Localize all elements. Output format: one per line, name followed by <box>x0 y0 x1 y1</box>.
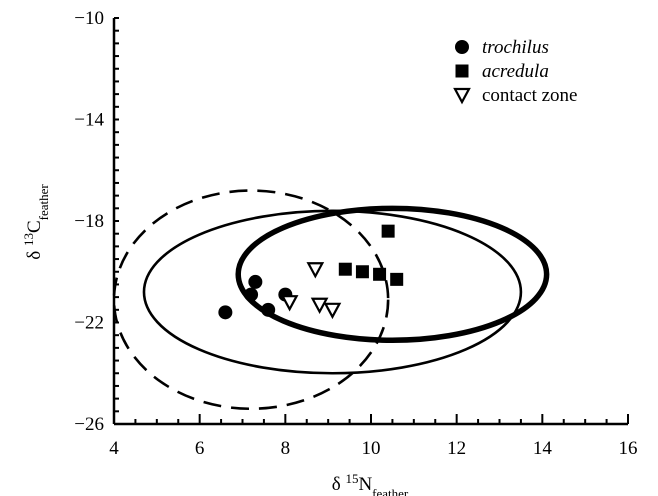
point-contact-zone <box>310 297 329 315</box>
x-tick-label: 4 <box>109 438 119 459</box>
point-acredula <box>355 265 369 279</box>
point-trochilus <box>218 305 233 320</box>
x-tick-label: 16 <box>619 438 638 459</box>
y-tick-label: −14 <box>74 110 104 131</box>
legend-marker-trochilus <box>455 40 469 54</box>
axes: 4 6 8 10 12 14 16 −26 −22 −18 −14 −10 <box>74 8 637 459</box>
point-acredula <box>338 262 352 276</box>
x-tick-label: 6 <box>195 438 205 459</box>
point-trochilus <box>248 274 263 289</box>
confidence-ellipses <box>112 189 550 411</box>
x-tick-label: 14 <box>533 438 553 459</box>
point-contact-zone <box>280 295 299 312</box>
ellipse-thick <box>235 205 550 344</box>
x-tick-label: 10 <box>362 438 381 459</box>
point-contact-zone <box>323 302 342 320</box>
y-tick-label: −26 <box>74 414 104 435</box>
legend-marker-contact-zone <box>453 87 471 105</box>
point-acredula <box>381 224 395 238</box>
y-axis-label: δ 13Cfeather <box>21 184 51 260</box>
point-trochilus <box>261 302 276 317</box>
y-tick-label: −22 <box>74 313 104 334</box>
data-points <box>218 224 404 320</box>
point-contact-zone <box>306 262 325 279</box>
legend-label-trochilus: trochilus <box>482 37 549 58</box>
ellipse-thin <box>142 209 523 375</box>
legend-label-contact-zone: contact zone <box>482 85 577 106</box>
ellipse-dashed <box>112 189 390 411</box>
legend-label-acredula: acredula <box>482 61 549 82</box>
point-acredula <box>390 272 404 286</box>
legend: trochilus acredula contact zone <box>453 37 577 106</box>
point-acredula <box>373 267 387 281</box>
y-tick-label: −10 <box>74 8 104 29</box>
y-tick-label: −18 <box>74 211 104 232</box>
x-axis-label: δ 15Nfeather <box>332 471 409 496</box>
x-tick-label: 12 <box>447 438 466 459</box>
x-tick-label: 8 <box>281 438 291 459</box>
legend-marker-acredula <box>455 64 469 78</box>
point-trochilus <box>244 287 259 302</box>
